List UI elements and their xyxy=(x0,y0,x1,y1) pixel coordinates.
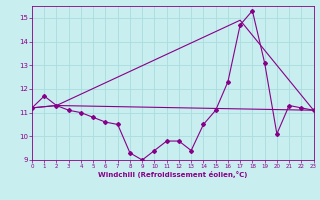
X-axis label: Windchill (Refroidissement éolien,°C): Windchill (Refroidissement éolien,°C) xyxy=(98,171,247,178)
